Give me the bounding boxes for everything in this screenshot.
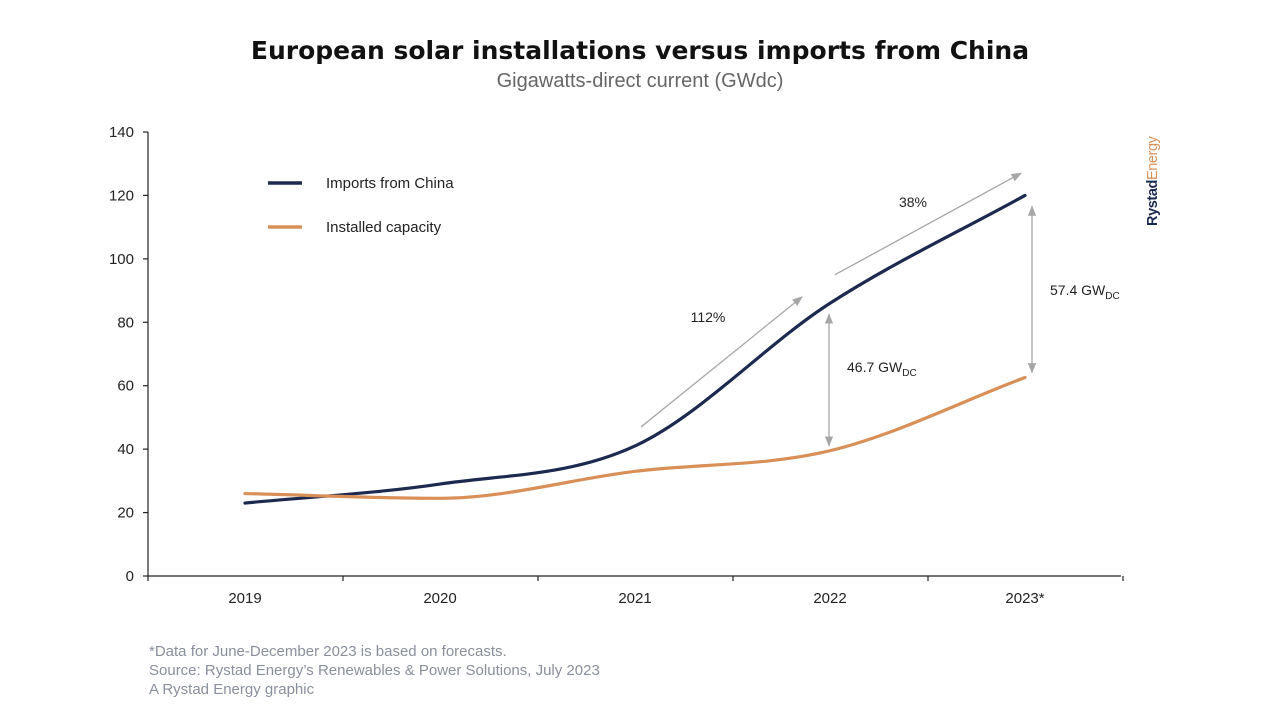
x-tick-label: 2020 <box>423 590 456 607</box>
y-tick-label: 40 <box>117 441 134 458</box>
footer-source: Source: Rystad Energy’s Renewables & Pow… <box>149 662 600 679</box>
growth-label-38: 38% <box>899 194 927 210</box>
logo-word-energy: Energy <box>1145 135 1161 180</box>
y-tick-label: 80 <box>117 314 134 331</box>
series-line-installed-capacity <box>243 375 1027 500</box>
legend-label-installed-capacity: Installed capacity <box>326 219 442 236</box>
growth-arrow-38 <box>834 172 1022 276</box>
y-tick-label: 60 <box>117 378 134 395</box>
chart-title: European solar installations versus impo… <box>250 36 1030 65</box>
y-tick-label: 120 <box>109 187 134 204</box>
y-tick-label: 0 <box>126 568 134 585</box>
gap-label-2022: 46.7 GWDC <box>847 359 917 379</box>
logo-word-rystad: Rystad <box>1145 180 1161 226</box>
footer-note: *Data for June-December 2023 is based on… <box>149 643 507 660</box>
footer-credit: A Rystad Energy graphic <box>149 681 315 698</box>
y-tick-label: 140 <box>109 124 134 141</box>
growth-arrow-112 <box>640 296 803 428</box>
chart-footer: *Data for June-December 2023 is based on… <box>149 642 600 699</box>
x-tick-label: 2021 <box>618 590 651 607</box>
y-tick-label: 100 <box>109 251 134 268</box>
x-tick-label: 2019 <box>228 590 261 607</box>
svg-text:RystadEnergy: RystadEnergy <box>1145 135 1161 226</box>
rystad-energy-logo: RystadEnergy <box>1142 122 1162 226</box>
x-tick-label: 2022 <box>813 590 846 607</box>
series-line-imports-from-china <box>243 193 1027 505</box>
chart-subtitle: Gigawatts-direct current (GWdc) <box>496 70 784 92</box>
legend-label-imports-from-china: Imports from China <box>326 175 454 192</box>
gap-label-2023: 57.4 GWDC <box>1050 282 1120 302</box>
y-tick-label: 20 <box>117 505 134 522</box>
growth-label-112: 112% <box>691 309 726 325</box>
x-tick-label: 2023* <box>1005 590 1044 607</box>
